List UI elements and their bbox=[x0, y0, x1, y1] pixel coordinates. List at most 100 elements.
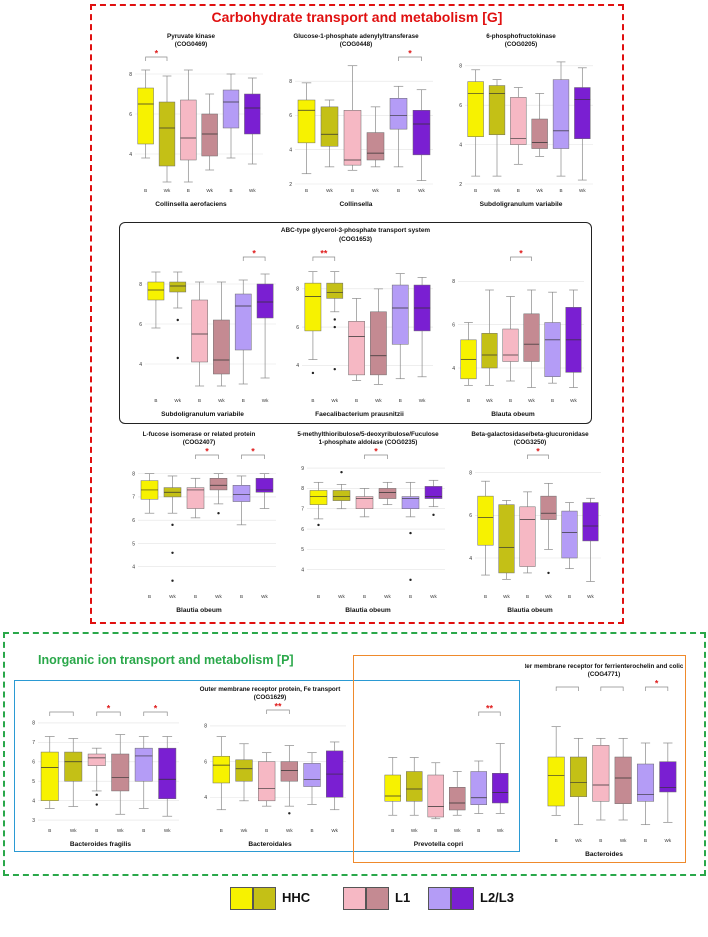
outlier-point bbox=[333, 325, 336, 329]
box-iqr bbox=[488, 85, 506, 136]
significance-bracket bbox=[241, 454, 265, 459]
significance-bracket bbox=[600, 686, 624, 691]
category-label: Wk bbox=[411, 828, 418, 833]
category-label: B bbox=[355, 398, 358, 403]
carbohydrate-section-title: Carbohydrate transport and metabolism [G… bbox=[211, 9, 503, 25]
y-tick-label: 8 bbox=[289, 79, 292, 85]
y-tick-label: 7 bbox=[132, 495, 135, 501]
y-tick-label: 4 bbox=[129, 152, 132, 158]
taxon-label: Blautia obeum bbox=[345, 607, 391, 614]
box-iqr bbox=[343, 110, 362, 166]
category-label: B bbox=[148, 594, 151, 599]
box-iqr bbox=[561, 510, 578, 559]
category-label: B bbox=[240, 594, 243, 599]
y-tick-label: 6 bbox=[204, 759, 207, 765]
y-tick-label: 4 bbox=[459, 142, 462, 148]
y-tick-label: 5 bbox=[301, 547, 304, 553]
box-iqr bbox=[366, 132, 385, 161]
chart-panel-bacteroides-fragilis: 3 4 5 6 7 8 B Wk B Wk B Wk * * Bacteroides fragilis bbox=[18, 705, 183, 850]
category-label: Wk bbox=[497, 828, 504, 833]
chart-panel-glucose-1-phosphate: Glucose-1-phosphate adenylyltransferase(… bbox=[275, 30, 437, 210]
category-label: Wk bbox=[665, 838, 672, 843]
significance-marker: * bbox=[374, 447, 378, 457]
y-tick-label: 8 bbox=[32, 721, 35, 727]
chart-svg-p4: 4 6 8 B Wk B Wk B Wk * Subdoligranulum variabile bbox=[139, 250, 276, 418]
y-tick-label: 6 bbox=[459, 103, 462, 109]
category-label: B bbox=[467, 398, 470, 403]
box-iqr bbox=[158, 747, 177, 799]
category-label: Wk bbox=[70, 828, 77, 833]
box-iqr bbox=[424, 486, 443, 499]
legend-swatch-l2l3-wk bbox=[451, 887, 474, 910]
significance-bracket bbox=[364, 454, 388, 459]
significance-bracket bbox=[49, 711, 74, 716]
y-tick-label: 2 bbox=[459, 182, 462, 188]
category-label: Wk bbox=[338, 594, 345, 599]
legend: HHC L1 L2/L3 bbox=[230, 883, 550, 917]
fe-transport-group-box bbox=[14, 680, 520, 852]
box-iqr bbox=[303, 763, 321, 787]
outlier-point bbox=[340, 470, 343, 474]
outlier-point bbox=[95, 803, 98, 806]
significance-marker: * bbox=[154, 705, 158, 714]
box-iqr bbox=[427, 774, 444, 818]
chart-svg-p2: Glucose-1-phosphate adenylyltransferase(… bbox=[289, 33, 433, 208]
significance-bracket bbox=[398, 56, 422, 61]
box-iqr bbox=[510, 97, 527, 145]
legend-swatch-l2l3-b bbox=[428, 887, 451, 910]
y-tick-label: 4 bbox=[32, 798, 35, 804]
chart-title-line: 5-methylthioribulose/5-deoxyribulose/Fuc… bbox=[297, 431, 439, 438]
box-iqr bbox=[467, 81, 484, 137]
legend-label-hhc: HHC bbox=[282, 890, 311, 905]
chart-title-line: Pyruvate kinase bbox=[167, 33, 215, 40]
chart-title-line: (COG3250) bbox=[514, 439, 547, 446]
category-label: B bbox=[305, 188, 308, 193]
chart-title-line: (COG0469) bbox=[175, 41, 208, 48]
category-label: Wk bbox=[372, 188, 379, 193]
category-label: B bbox=[95, 828, 98, 833]
y-tick-label: 4 bbox=[469, 556, 472, 562]
chart-panel-pyruvate-kinase: Pyruvate kinase (COG0469) 4 6 8 B Wk B Wk B Wk * Col… bbox=[115, 30, 267, 210]
box-iqr bbox=[531, 118, 548, 149]
chart-title-line: Outer membrane receptor for ferrienteroc… bbox=[525, 663, 683, 670]
box-iqr bbox=[378, 488, 397, 499]
box-iqr bbox=[326, 282, 344, 299]
legend-swatch-hhc-b bbox=[230, 887, 253, 910]
box-iqr bbox=[370, 311, 387, 376]
box-iqr bbox=[137, 87, 154, 145]
category-label: Wk bbox=[486, 398, 493, 403]
outlier-point bbox=[409, 578, 412, 582]
chart-svg-p5: 4 6 8 B Wk B Wk B Wk ** Faecalibacterium prausnitz… bbox=[296, 250, 433, 418]
significance-marker: ** bbox=[274, 702, 282, 712]
category-label: Wk bbox=[286, 828, 293, 833]
category-label: B bbox=[198, 398, 201, 403]
category-label: B bbox=[555, 838, 558, 843]
chart-title-line: L-fucose isomerase or related protein bbox=[143, 431, 256, 438]
box-iqr bbox=[235, 759, 253, 782]
outlier-point bbox=[171, 579, 174, 582]
box-iqr bbox=[280, 761, 298, 782]
category-label: B bbox=[154, 398, 157, 403]
taxon-label: Prevotella copri bbox=[414, 841, 464, 848]
category-label: Wk bbox=[331, 828, 338, 833]
significance-marker: * bbox=[252, 250, 256, 259]
taxon-label: Bacteroidales bbox=[248, 841, 292, 848]
ferrienterochelin-group-box bbox=[353, 655, 686, 863]
category-label: B bbox=[477, 828, 480, 833]
category-label: Wk bbox=[430, 594, 437, 599]
inorganic-section-title: Inorganic ion transport and metabolism [… bbox=[38, 653, 294, 667]
category-label: Wk bbox=[262, 398, 269, 403]
y-tick-label: 5 bbox=[132, 541, 135, 547]
taxon-label: Collinsella bbox=[340, 201, 373, 208]
outlier-point bbox=[288, 812, 291, 815]
box-iqr bbox=[232, 485, 251, 502]
legend-label-l1: L1 bbox=[395, 890, 411, 905]
box-iqr bbox=[592, 745, 610, 802]
significance-marker: * bbox=[205, 447, 209, 457]
box-iqr bbox=[191, 299, 208, 363]
box-iqr bbox=[574, 87, 591, 139]
category-label: B bbox=[144, 188, 147, 193]
category-label: Wk bbox=[164, 828, 171, 833]
category-label: B bbox=[397, 188, 400, 193]
chart-svg-p8: 5-methylthioribulose/5-deoxyribulose/Fuc… bbox=[297, 431, 445, 614]
